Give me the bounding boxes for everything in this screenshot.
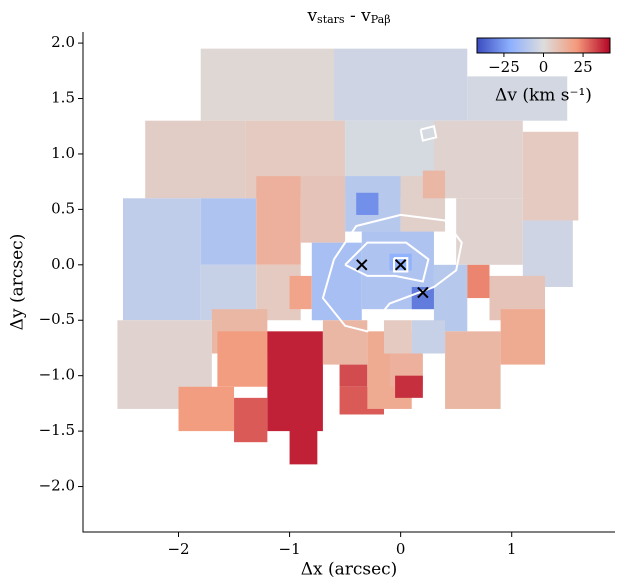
- contour: [321, 213, 463, 333]
- marker: [417, 286, 429, 299]
- y-tick-label: 2.0: [51, 33, 75, 51]
- axis-spine: [82, 32, 615, 533]
- bin: [411, 320, 446, 354]
- x-axis-label: Δx (arcsec): [301, 560, 398, 580]
- bin: [145, 120, 246, 199]
- y-tick-label: −2.0: [39, 477, 75, 495]
- contour: [419, 125, 438, 142]
- y-tick-label: −0.5: [39, 310, 75, 328]
- colorbar-tick-label: 0: [539, 58, 549, 76]
- bin: [522, 220, 573, 287]
- y-tick-label: −1.0: [39, 366, 75, 384]
- bin: [445, 331, 501, 409]
- title-part: - v: [345, 6, 372, 26]
- colorbar-label: Δv (km s⁻¹): [495, 86, 592, 106]
- bin: [383, 320, 412, 354]
- bin: [467, 264, 490, 299]
- x-tick-label: 0: [396, 540, 406, 558]
- title-part: Paβ: [371, 13, 391, 26]
- bin: [356, 192, 379, 215]
- bin: [256, 176, 301, 265]
- colorbar: [476, 37, 611, 54]
- title-part: v: [306, 6, 317, 26]
- marker: [394, 259, 407, 271]
- bin: [422, 170, 446, 199]
- marker: [356, 259, 368, 271]
- bin: [334, 48, 468, 121]
- bin: [217, 331, 268, 387]
- y-tick-label: −1.5: [39, 421, 75, 439]
- bin: [395, 375, 423, 398]
- bin: [433, 120, 523, 199]
- bin: [339, 364, 368, 387]
- x-tick-label: −1: [279, 540, 301, 558]
- colorbar-tick-label: −25: [488, 58, 520, 76]
- bin: [289, 275, 312, 310]
- bin: [234, 397, 268, 443]
- contour: [344, 241, 430, 283]
- bin: [467, 76, 568, 121]
- y-tick-label: 1.0: [51, 144, 75, 162]
- bin: [522, 131, 579, 221]
- x-tick-label: −2: [167, 540, 189, 558]
- bin: [200, 48, 335, 121]
- bin: [389, 253, 412, 271]
- bin: [178, 386, 235, 432]
- bin: [456, 198, 523, 265]
- bin: [500, 309, 546, 365]
- bin: [267, 331, 323, 432]
- chart-title: vstars - vPaβ: [306, 6, 390, 27]
- colorbar-tick-label: 25: [574, 58, 593, 76]
- y-axis-label: Δy (arcsec): [8, 234, 28, 331]
- bin: [322, 320, 368, 365]
- bin: [200, 198, 257, 265]
- bin: [289, 420, 318, 465]
- y-tick-label: 1.5: [51, 89, 75, 107]
- title-part: stars: [317, 13, 345, 26]
- y-tick-label: 0.5: [51, 199, 75, 217]
- bin: [300, 176, 346, 243]
- y-tick-label: 0.0: [51, 255, 75, 273]
- x-tick-label: 1: [507, 540, 517, 558]
- bin: [122, 198, 201, 321]
- contour: [392, 257, 409, 273]
